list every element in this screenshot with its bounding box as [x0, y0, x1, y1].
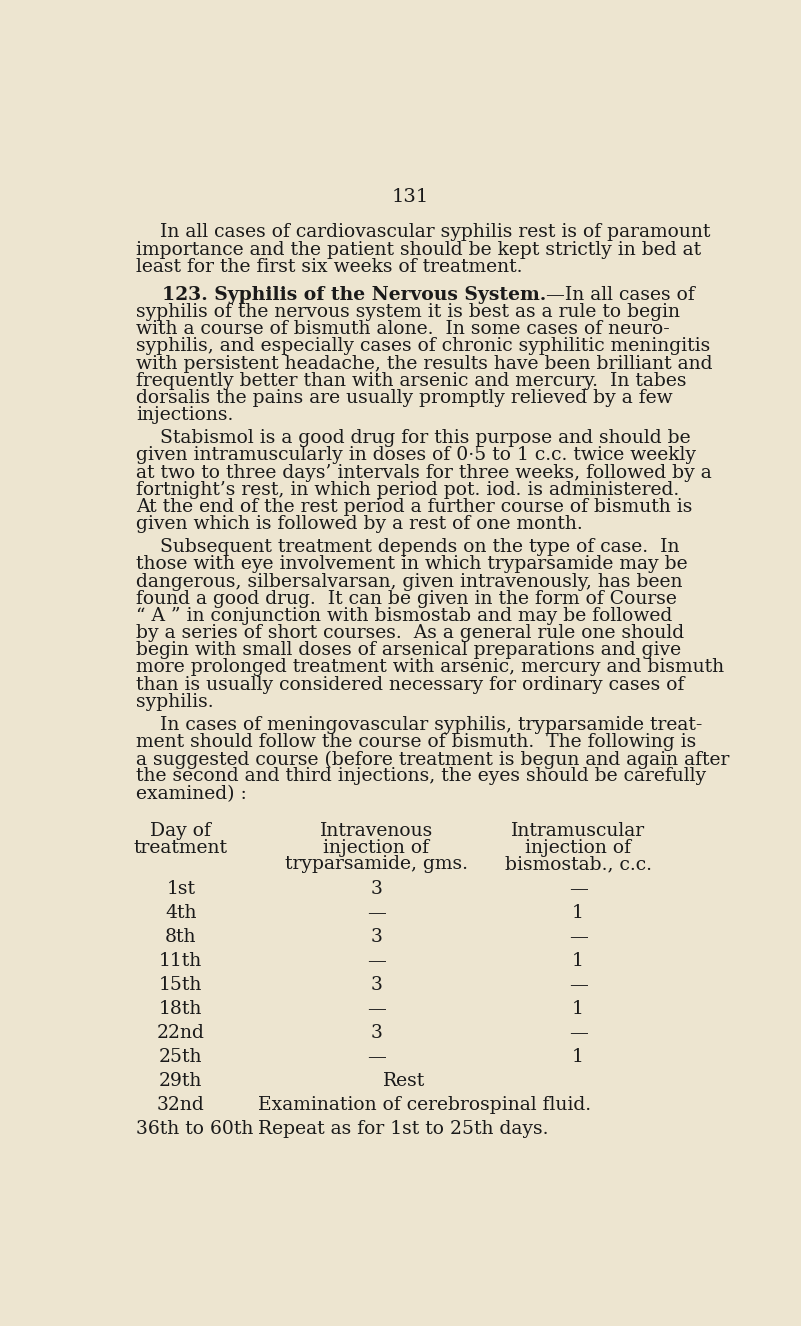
Text: Repeat as for 1st to 25th days.: Repeat as for 1st to 25th days.	[259, 1119, 549, 1138]
Text: by a series of short courses.  As a general rule one should: by a series of short courses. As a gener…	[136, 625, 684, 642]
Text: injections.: injections.	[136, 406, 234, 424]
Text: 131: 131	[392, 188, 429, 206]
Text: syphilis of the nervous system it is best as a rule to begin: syphilis of the nervous system it is bes…	[136, 304, 680, 321]
Text: In cases of meningovascular syphilis, tryparsamide treat-: In cases of meningovascular syphilis, tr…	[136, 716, 702, 735]
Text: Examination of cerebrospinal fluid.: Examination of cerebrospinal fluid.	[259, 1095, 592, 1114]
Text: injection of: injection of	[525, 838, 631, 857]
Text: —: —	[569, 928, 588, 945]
Text: those with eye involvement in which tryparsamide may be: those with eye involvement in which tryp…	[136, 556, 688, 573]
Text: 18th: 18th	[159, 1000, 203, 1018]
Text: Rest: Rest	[383, 1071, 425, 1090]
Text: 1: 1	[572, 952, 584, 969]
Text: Subsequent treatment depends on the type of case.  In: Subsequent treatment depends on the type…	[136, 538, 679, 557]
Text: examined) :: examined) :	[136, 785, 247, 802]
Text: 3: 3	[370, 1024, 382, 1042]
Text: In all cases of cardiovascular syphilis rest is of paramount: In all cases of cardiovascular syphilis …	[136, 224, 710, 241]
Text: “ A ” in conjunction with bismostab and may be followed: “ A ” in conjunction with bismostab and …	[136, 607, 672, 625]
Text: begin with small doses of arsenical preparations and give: begin with small doses of arsenical prep…	[136, 642, 682, 659]
Text: frequently better than with arsenic and mercury.  In tabes: frequently better than with arsenic and …	[136, 371, 686, 390]
Text: At the end of the rest period a further course of bismuth is: At the end of the rest period a further …	[136, 497, 693, 516]
Text: a suggested course (before treatment is begun and again after: a suggested course (before treatment is …	[136, 751, 730, 769]
Text: 1: 1	[572, 1000, 584, 1018]
Text: injection of: injection of	[324, 838, 429, 857]
Text: 32nd: 32nd	[157, 1095, 205, 1114]
Text: bismostab., c.c.: bismostab., c.c.	[505, 855, 652, 873]
Text: 25th: 25th	[159, 1048, 203, 1066]
Text: syphilis.: syphilis.	[136, 692, 214, 711]
Text: fortnight’s rest, in which period pot. iod. is administered.: fortnight’s rest, in which period pot. i…	[136, 481, 679, 499]
Text: Intramuscular: Intramuscular	[511, 822, 645, 841]
Text: —: —	[367, 904, 386, 922]
Text: dorsalis the pains are usually promptly relieved by a few: dorsalis the pains are usually promptly …	[136, 389, 673, 407]
Text: at two to three days’ intervals for three weeks, followed by a: at two to three days’ intervals for thre…	[136, 464, 712, 481]
Text: 3: 3	[370, 879, 382, 898]
Text: 11th: 11th	[159, 952, 203, 969]
Text: least for the first six weeks of treatment.: least for the first six weeks of treatme…	[136, 257, 522, 276]
Text: with a course of bismuth alone.  In some cases of neuro-: with a course of bismuth alone. In some …	[136, 321, 670, 338]
Text: —: —	[569, 1024, 588, 1042]
Text: 8th: 8th	[165, 928, 196, 945]
Text: 29th: 29th	[159, 1071, 203, 1090]
Text: more prolonged treatment with arsenic, mercury and bismuth: more prolonged treatment with arsenic, m…	[136, 659, 724, 676]
Text: —: —	[367, 952, 386, 969]
Text: than is usually considered necessary for ordinary cases of: than is usually considered necessary for…	[136, 675, 685, 693]
Text: —: —	[569, 976, 588, 993]
Text: importance and the patient should be kept strictly in bed at: importance and the patient should be kep…	[136, 240, 701, 259]
Text: 4th: 4th	[165, 904, 196, 922]
Text: —In all cases of: —In all cases of	[546, 286, 695, 304]
Text: —: —	[569, 879, 588, 898]
Text: 15th: 15th	[159, 976, 203, 993]
Text: —: —	[367, 1000, 386, 1018]
Text: treatment: treatment	[134, 838, 227, 857]
Text: 22nd: 22nd	[157, 1024, 205, 1042]
Text: 3: 3	[370, 976, 382, 993]
Text: ment should follow the course of bismuth.  The following is: ment should follow the course of bismuth…	[136, 733, 696, 751]
Text: dangerous, silbersalvarsan, given intravenously, has been: dangerous, silbersalvarsan, given intrav…	[136, 573, 682, 590]
Text: Stabismol is a good drug for this purpose and should be: Stabismol is a good drug for this purpos…	[136, 430, 690, 447]
Text: Intravenous: Intravenous	[320, 822, 433, 841]
Text: tryparsamide, gms.: tryparsamide, gms.	[285, 855, 468, 873]
Text: 1: 1	[572, 1048, 584, 1066]
Text: 3: 3	[370, 928, 382, 945]
Text: found a good drug.  It can be given in the form of Course: found a good drug. It can be given in th…	[136, 590, 677, 607]
Text: syphilis, and especially cases of chronic syphilitic meningitis: syphilis, and especially cases of chroni…	[136, 337, 710, 355]
Text: with persistent headache, the results have been brilliant and: with persistent headache, the results ha…	[136, 354, 713, 373]
Text: given which is followed by a rest of one month.: given which is followed by a rest of one…	[136, 514, 583, 533]
Text: 1st: 1st	[167, 879, 195, 898]
Text: —: —	[367, 1048, 386, 1066]
Text: the second and third injections, the eyes should be carefully: the second and third injections, the eye…	[136, 768, 706, 785]
Text: 123. Syphilis of the Nervous System.: 123. Syphilis of the Nervous System.	[136, 286, 546, 304]
Text: given intramuscularly in doses of 0·5 to 1 c.c. twice weekly: given intramuscularly in doses of 0·5 to…	[136, 447, 696, 464]
Text: Day of: Day of	[151, 822, 211, 841]
Text: 1: 1	[572, 904, 584, 922]
Text: 36th to 60th: 36th to 60th	[136, 1119, 253, 1138]
